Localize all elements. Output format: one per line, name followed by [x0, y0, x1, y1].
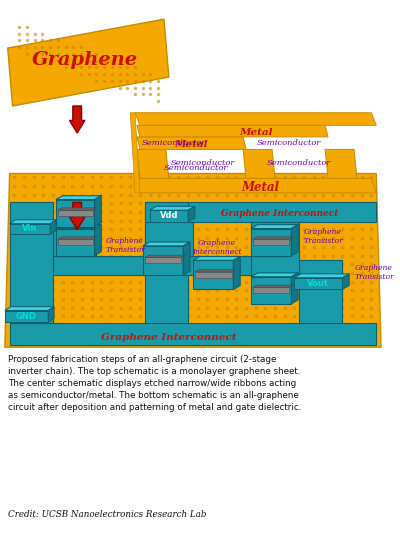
Polygon shape: [130, 113, 140, 193]
Polygon shape: [251, 225, 298, 228]
Polygon shape: [58, 208, 97, 210]
Polygon shape: [251, 222, 299, 275]
Polygon shape: [145, 255, 186, 258]
Bar: [58, 210, 93, 216]
Text: Graphene
Transistor: Graphene Transistor: [355, 264, 395, 281]
Text: Semiconductor: Semiconductor: [170, 159, 235, 167]
Polygon shape: [294, 278, 342, 289]
Polygon shape: [10, 224, 50, 234]
Text: Graphene
Transistor: Graphene Transistor: [106, 237, 146, 254]
Polygon shape: [10, 323, 376, 345]
Polygon shape: [137, 150, 169, 178]
Polygon shape: [195, 269, 236, 272]
Bar: [253, 287, 290, 293]
Polygon shape: [135, 113, 376, 125]
Text: Metal: Metal: [239, 127, 272, 137]
Polygon shape: [150, 210, 188, 222]
Bar: [58, 239, 93, 245]
Text: Graphene Interconnect: Graphene Interconnect: [221, 208, 338, 218]
Text: Semiconductor: Semiconductor: [164, 164, 228, 172]
Polygon shape: [183, 242, 190, 275]
Text: Semiconductor: Semiconductor: [257, 139, 322, 147]
Text: Credit: UCSB Nanoelectronics Research Lab: Credit: UCSB Nanoelectronics Research La…: [8, 510, 206, 519]
Polygon shape: [5, 307, 54, 310]
Text: Proposed fabrication steps of an all-graphene circuit (2-stage
inverter chain). : Proposed fabrication steps of an all-gra…: [8, 355, 301, 413]
Polygon shape: [50, 220, 56, 234]
Polygon shape: [294, 274, 349, 278]
Polygon shape: [70, 202, 85, 230]
Text: Vin: Vin: [22, 224, 38, 233]
Text: Vout: Vout: [308, 279, 329, 288]
Polygon shape: [58, 237, 97, 239]
Polygon shape: [145, 202, 188, 323]
Polygon shape: [251, 228, 291, 255]
Polygon shape: [234, 256, 240, 289]
Polygon shape: [56, 228, 94, 255]
Polygon shape: [56, 195, 101, 200]
Polygon shape: [143, 246, 183, 275]
Polygon shape: [5, 310, 48, 322]
Bar: [195, 272, 232, 278]
Polygon shape: [145, 222, 193, 255]
Polygon shape: [253, 237, 294, 239]
Polygon shape: [145, 202, 376, 222]
Polygon shape: [135, 178, 376, 193]
Polygon shape: [342, 274, 349, 289]
Text: Graphene
Transistor: Graphene Transistor: [304, 228, 344, 245]
Polygon shape: [10, 220, 56, 224]
Polygon shape: [70, 106, 85, 133]
Polygon shape: [193, 256, 240, 260]
Text: Graphene Interconnect: Graphene Interconnect: [101, 333, 236, 342]
Polygon shape: [8, 19, 169, 106]
Text: GND: GND: [16, 312, 36, 321]
Polygon shape: [243, 150, 275, 178]
Polygon shape: [251, 277, 291, 304]
Polygon shape: [94, 225, 101, 255]
Polygon shape: [48, 307, 54, 322]
Polygon shape: [94, 195, 101, 227]
Polygon shape: [188, 206, 195, 222]
Polygon shape: [137, 137, 246, 150]
Polygon shape: [325, 150, 357, 178]
Text: Semiconductor: Semiconductor: [267, 159, 331, 167]
Polygon shape: [137, 125, 328, 137]
Polygon shape: [291, 273, 298, 304]
Text: Graphene
Interconnect: Graphene Interconnect: [192, 239, 242, 256]
Text: Vdd: Vdd: [160, 212, 178, 220]
Polygon shape: [253, 285, 294, 287]
Polygon shape: [150, 206, 195, 210]
Polygon shape: [56, 200, 94, 227]
Polygon shape: [251, 273, 298, 277]
Text: Semiconductor: Semiconductor: [142, 139, 206, 147]
Text: Graphene: Graphene: [32, 51, 138, 69]
Polygon shape: [291, 225, 298, 255]
Polygon shape: [10, 202, 53, 323]
Polygon shape: [5, 173, 381, 347]
Polygon shape: [56, 225, 101, 228]
Text: Metal: Metal: [242, 180, 280, 193]
Polygon shape: [53, 255, 299, 275]
Polygon shape: [193, 260, 234, 289]
Bar: [253, 239, 290, 245]
Polygon shape: [299, 260, 342, 323]
Polygon shape: [143, 242, 190, 246]
Text: Metal: Metal: [174, 140, 208, 149]
Bar: [145, 258, 181, 263]
Polygon shape: [53, 222, 96, 255]
